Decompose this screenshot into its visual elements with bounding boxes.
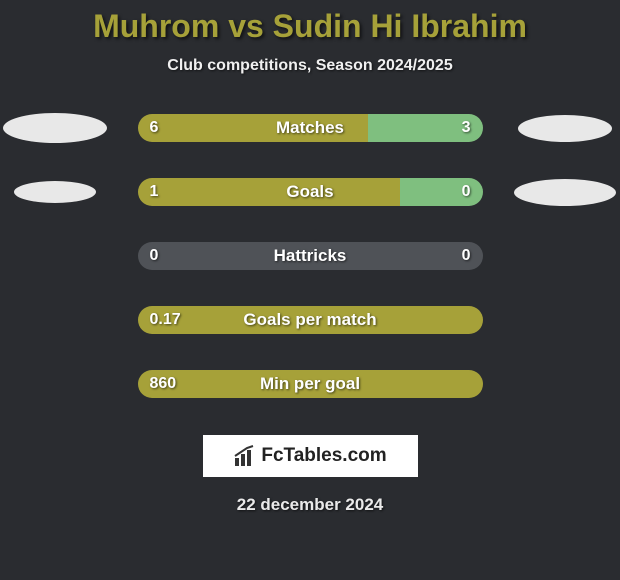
left-ellipse-slot (0, 297, 110, 343)
left-ellipse (3, 113, 107, 143)
stat-bar: 1Goals0 (138, 178, 483, 206)
stat-label: Goals (138, 178, 483, 206)
stat-bar: 6Matches3 (138, 114, 483, 142)
right-ellipse-slot (510, 361, 620, 407)
right-ellipse-slot (510, 297, 620, 343)
title-player2: Sudin Hi Ibrahim (273, 8, 527, 44)
stat-row: 0Hattricks0 (0, 233, 620, 279)
stat-label: Goals per match (138, 306, 483, 334)
stat-label: Hattricks (138, 242, 483, 270)
right-ellipse-slot (510, 233, 620, 279)
stat-right-value: 0 (462, 242, 471, 270)
logo-box: FcTables.com (203, 435, 418, 477)
left-ellipse-slot (0, 233, 110, 279)
left-ellipse-slot (0, 169, 110, 215)
stat-bar: 860Min per goal (138, 370, 483, 398)
stat-label: Matches (138, 114, 483, 142)
left-ellipse-slot (0, 105, 110, 151)
stat-right-value: 0 (462, 178, 471, 206)
stat-right-value: 3 (462, 114, 471, 142)
title-player1: Muhrom (93, 8, 219, 44)
comparison-infographic: Muhrom vs Sudin Hi Ibrahim Club competit… (0, 0, 620, 580)
stat-row: 1Goals0 (0, 169, 620, 215)
stat-row: 0.17Goals per match (0, 297, 620, 343)
stat-rows: 6Matches31Goals00Hattricks00.17Goals per… (0, 105, 620, 407)
right-ellipse-slot (510, 105, 620, 151)
right-ellipse-slot (510, 169, 620, 215)
stat-row: 860Min per goal (0, 361, 620, 407)
date: 22 december 2024 (0, 495, 620, 515)
chart-icon (233, 444, 257, 468)
left-ellipse (14, 181, 96, 203)
subtitle: Club competitions, Season 2024/2025 (0, 57, 620, 75)
title-vs: vs (228, 8, 264, 44)
stat-row: 6Matches3 (0, 105, 620, 151)
stat-bar: 0Hattricks0 (138, 242, 483, 270)
stat-bar: 0.17Goals per match (138, 306, 483, 334)
stat-label: Min per goal (138, 370, 483, 398)
left-ellipse-slot (0, 361, 110, 407)
right-ellipse (518, 115, 612, 142)
title: Muhrom vs Sudin Hi Ibrahim (0, 8, 620, 45)
right-ellipse (514, 179, 616, 206)
logo-text: FcTables.com (261, 445, 386, 467)
